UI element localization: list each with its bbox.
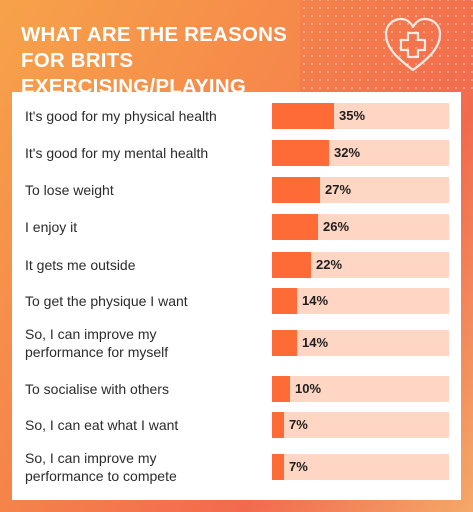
category-label-line: To lose weight bbox=[25, 182, 114, 198]
bar-track: 7% bbox=[272, 454, 449, 480]
category-label: So, I can improve my performance for myse… bbox=[25, 323, 270, 363]
bar-row: It's good for my physical health 35% bbox=[12, 103, 461, 129]
bar bbox=[272, 177, 320, 203]
bar-row: So, I can improve my performance for myse… bbox=[12, 326, 461, 360]
category-label-line: I enjoy it bbox=[25, 219, 78, 235]
bar-row: So, I can improve my performance to compe… bbox=[12, 450, 461, 484]
category-label-line: It gets me outside bbox=[25, 257, 136, 273]
bar-track: 32% bbox=[272, 140, 449, 166]
header: WHAT ARE THE REASONS FOR BRITS EXERCISIN… bbox=[0, 0, 473, 124]
data-label: 32% bbox=[334, 145, 361, 160]
bar-row: To lose weight 27% bbox=[12, 177, 461, 203]
bar bbox=[272, 376, 290, 402]
data-label: 27% bbox=[325, 182, 352, 197]
bar-track: 35% bbox=[272, 103, 449, 129]
category-label: To socialise with others bbox=[25, 376, 270, 402]
data-label: 35% bbox=[339, 108, 366, 123]
bar bbox=[272, 454, 284, 480]
heart-plus-icon bbox=[384, 17, 442, 72]
category-label-line: To get the physique I want bbox=[25, 293, 188, 309]
bar-row: So, I can eat what I want 7% bbox=[12, 412, 461, 438]
bar bbox=[272, 252, 311, 278]
data-label: 7% bbox=[289, 417, 308, 432]
data-label: 7% bbox=[289, 459, 308, 474]
bar-track: 14% bbox=[272, 288, 449, 314]
bar-track: 26% bbox=[272, 214, 449, 240]
data-label: 26% bbox=[323, 219, 350, 234]
bar bbox=[272, 330, 297, 356]
bar-track: 27% bbox=[272, 177, 449, 203]
bar-row: I enjoy it 26% bbox=[12, 214, 461, 240]
data-label: 22% bbox=[316, 257, 343, 272]
category-label-line: It's good for my mental health bbox=[25, 145, 209, 161]
bar bbox=[272, 214, 318, 240]
category-label-line: performance to compete bbox=[25, 468, 177, 484]
category-label: It's good for my mental health bbox=[25, 140, 270, 166]
category-label-line: So, I can eat what I want bbox=[25, 417, 179, 433]
bar-row: It's good for my mental health 32% bbox=[12, 140, 461, 166]
category-label: I enjoy it bbox=[25, 214, 270, 240]
category-label-line: performance for myself bbox=[25, 344, 169, 360]
header-background bbox=[0, 0, 300, 92]
bar-track: 22% bbox=[272, 252, 449, 278]
bar bbox=[272, 140, 329, 166]
category-label: It gets me outside bbox=[25, 252, 270, 278]
data-label: 14% bbox=[302, 293, 329, 308]
bar-row: To socialise with others 10% bbox=[12, 376, 461, 402]
bar bbox=[272, 103, 334, 129]
category-label: It's good for my physical health bbox=[25, 103, 270, 129]
data-label: 14% bbox=[302, 335, 329, 350]
data-label: 10% bbox=[295, 381, 322, 396]
bar bbox=[272, 412, 284, 438]
category-label: To get the physique I want bbox=[25, 288, 270, 314]
category-label-line: So, I can improve my bbox=[25, 450, 157, 466]
category-label-line: To socialise with others bbox=[25, 381, 169, 397]
bar-track: 7% bbox=[272, 412, 449, 438]
bar bbox=[272, 288, 297, 314]
chart-card: It's good for my physical health 35% It's … bbox=[12, 92, 461, 500]
bar-track: 14% bbox=[272, 330, 449, 356]
category-label: So, I can improve my performance to compe… bbox=[25, 447, 270, 487]
category-label: So, I can eat what I want bbox=[25, 412, 270, 438]
bar-track: 10% bbox=[272, 376, 449, 402]
bar-row: It gets me outside 22% bbox=[12, 252, 461, 278]
bar-row: To get the physique I want 14% bbox=[12, 288, 461, 314]
chart-title-line-1: WHAT ARE THE REASONS FOR BRITS bbox=[21, 23, 287, 72]
category-label-line: It's good for my physical health bbox=[25, 108, 217, 124]
category-label: To lose weight bbox=[25, 177, 270, 203]
category-label-line: So, I can improve my bbox=[25, 326, 157, 342]
